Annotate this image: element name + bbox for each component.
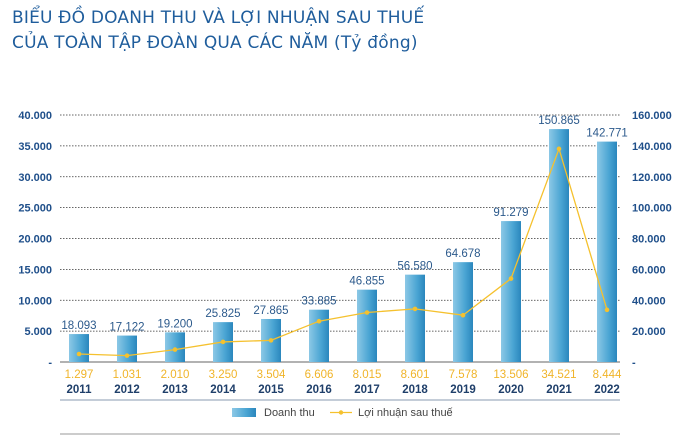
chart-title-line-1: BIỂU ĐỒ DOANH THU VÀ LỢI NHUẬN SAU THUẾ: [12, 8, 425, 28]
left-tick-label: 5.000: [24, 326, 52, 338]
line-value-label: 6.606: [305, 369, 334, 381]
legend-bar-swatch: [232, 408, 256, 417]
bar-value-label: 19.200: [157, 318, 192, 330]
right-tick-label: 120.000: [632, 172, 672, 184]
right-tick-label: 80.000: [632, 234, 666, 246]
x-tick-label: 2017: [354, 384, 380, 396]
bar-doanh-thu: [165, 332, 185, 362]
bar-doanh-thu: [69, 334, 89, 362]
line-point: [460, 312, 466, 318]
bar-doanh-thu: [357, 289, 377, 362]
x-tick-label: 2015: [258, 384, 284, 396]
right-tick-label: 60.000: [632, 264, 666, 276]
left-tick-label: 10.000: [18, 295, 52, 307]
bar-doanh-thu: [117, 335, 137, 362]
line-value-label: 2.010: [161, 369, 190, 381]
line-point: [172, 347, 178, 352]
x-tick-label: 2021: [546, 384, 572, 396]
left-tick-label: -: [48, 357, 52, 369]
right-tick-label: 40.000: [632, 295, 666, 307]
legend-label-loi-nhuan: Lợi nhuận sau thuế: [358, 407, 453, 419]
left-tick-label: 30.000: [18, 172, 52, 184]
chart-title-line-2: CỦA TOÀN TẬP ĐOÀN QUA CÁC NĂM (Tỷ đồng): [12, 33, 418, 53]
line-value-label: 8.444: [593, 369, 622, 381]
left-tick-label: 20.000: [18, 234, 52, 246]
x-tick-label: 2014: [210, 384, 236, 396]
line-point: [556, 146, 562, 152]
right-tick-label: 20.000: [632, 326, 666, 338]
bar-value-label: 46.855: [349, 276, 384, 288]
x-tick-label: 2011: [67, 384, 93, 396]
bar-value-label: 142.771: [586, 128, 628, 140]
right-tick-label: 100.000: [632, 203, 672, 215]
line-value-label: 8.601: [401, 369, 430, 381]
bar-doanh-thu: [501, 221, 521, 362]
bar-doanh-thu: [549, 129, 569, 362]
line-point: [508, 276, 514, 281]
line-point: [268, 338, 274, 343]
bar-value-label: 17.122: [109, 322, 144, 334]
line-value-label: 13.506: [493, 369, 528, 381]
bar-value-label: 25.825: [205, 308, 240, 320]
bar-doanh-thu: [597, 141, 617, 362]
x-tick-label: 2013: [162, 384, 188, 396]
bar-value-label: 91.279: [493, 207, 528, 219]
bar-doanh-thu: [309, 309, 329, 362]
x-tick-label: 2018: [402, 384, 428, 396]
line-point: [604, 307, 610, 313]
left-tick-label: 35.000: [18, 141, 52, 153]
bar-value-label: 18.093: [61, 320, 96, 332]
line-point: [316, 318, 322, 324]
x-tick-label: 2020: [498, 384, 524, 396]
line-value-label: 8.015: [353, 369, 382, 381]
right-tick-label: -: [632, 357, 636, 369]
bar-value-label: 33.885: [301, 296, 336, 308]
line-point: [124, 353, 130, 358]
x-tick-label: 2016: [306, 384, 332, 396]
line-value-label: 1.031: [113, 369, 142, 381]
line-loi-nhuan: [78, 146, 608, 357]
line-value-label: 1.297: [65, 369, 94, 381]
bar-doanh-thu: [405, 274, 425, 362]
bar-doanh-thu: [453, 262, 473, 362]
line-value-label: 3.250: [209, 369, 238, 381]
bar-value-label: 150.865: [538, 115, 580, 127]
legend-label-doanh-thu: Doanh thu: [264, 407, 315, 419]
right-tick-label: 140.000: [632, 141, 672, 153]
legend-line-marker: [338, 410, 344, 415]
bar-value-label: 27.865: [253, 305, 288, 317]
bar-value-label: 64.678: [445, 248, 480, 260]
line-value-label: 34.521: [541, 369, 576, 381]
line-value-label: 7.578: [449, 369, 478, 381]
left-tick-label: 40.000: [18, 110, 52, 122]
left-tick-label: 25.000: [18, 203, 52, 215]
line-point: [76, 351, 82, 357]
left-tick-label: 15.000: [18, 264, 52, 276]
bar-value-label: 56.580: [397, 261, 432, 273]
line-point: [412, 306, 418, 312]
x-tick-label: 2022: [594, 384, 620, 396]
x-tick-label: 2019: [450, 384, 476, 396]
line-point: [364, 310, 370, 315]
line-point: [220, 339, 226, 345]
right-tick-label: 160.000: [632, 110, 672, 122]
x-tick-label: 2012: [114, 384, 140, 396]
line-value-label: 3.504: [257, 369, 286, 381]
